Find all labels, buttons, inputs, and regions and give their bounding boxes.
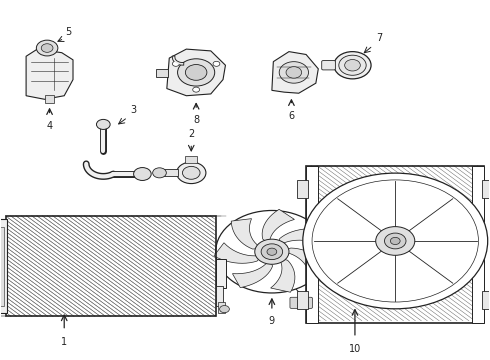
Circle shape <box>134 167 151 180</box>
Bar <box>472 166 485 323</box>
Bar <box>483 180 490 198</box>
Bar <box>216 259 226 288</box>
Polygon shape <box>26 49 73 99</box>
Bar <box>297 291 308 309</box>
Bar <box>156 69 168 77</box>
Circle shape <box>177 59 215 86</box>
FancyBboxPatch shape <box>290 297 313 309</box>
Circle shape <box>334 51 371 79</box>
Bar <box>5 216 216 316</box>
Text: 10: 10 <box>349 344 361 354</box>
Circle shape <box>279 62 309 83</box>
Polygon shape <box>279 229 321 246</box>
Circle shape <box>344 59 360 71</box>
Circle shape <box>41 44 53 52</box>
Circle shape <box>153 168 166 178</box>
Circle shape <box>267 248 277 255</box>
Circle shape <box>303 173 488 309</box>
Bar <box>297 180 308 198</box>
Text: 9: 9 <box>269 316 275 326</box>
Text: 4: 4 <box>47 121 52 131</box>
Bar <box>159 169 178 176</box>
Bar <box>0 226 4 306</box>
Bar <box>45 95 54 103</box>
Bar <box>306 166 485 323</box>
Polygon shape <box>262 209 294 244</box>
Circle shape <box>255 239 289 264</box>
Polygon shape <box>272 51 319 93</box>
Circle shape <box>213 61 220 66</box>
Polygon shape <box>270 258 295 292</box>
Text: 2: 2 <box>188 129 195 139</box>
Circle shape <box>36 40 58 56</box>
Circle shape <box>261 244 283 260</box>
Circle shape <box>385 233 406 249</box>
Circle shape <box>339 55 366 75</box>
Circle shape <box>172 61 179 66</box>
Circle shape <box>220 306 229 313</box>
Polygon shape <box>231 219 262 249</box>
Circle shape <box>185 64 207 80</box>
Polygon shape <box>232 260 272 288</box>
Bar <box>218 302 225 313</box>
Circle shape <box>97 120 110 130</box>
Polygon shape <box>167 49 225 96</box>
Bar <box>5 216 216 316</box>
Text: 1: 1 <box>61 337 67 347</box>
Bar <box>306 166 485 323</box>
Text: 3: 3 <box>130 105 136 115</box>
Circle shape <box>286 67 302 78</box>
Circle shape <box>216 211 328 293</box>
Bar <box>185 156 197 163</box>
Text: 5: 5 <box>66 27 72 37</box>
Circle shape <box>182 166 200 179</box>
Bar <box>216 286 223 306</box>
FancyBboxPatch shape <box>322 60 335 70</box>
Text: 8: 8 <box>193 116 199 125</box>
Text: 6: 6 <box>288 111 294 121</box>
Text: 7: 7 <box>376 33 382 43</box>
Polygon shape <box>214 243 262 263</box>
Circle shape <box>391 237 400 244</box>
Circle shape <box>176 162 206 184</box>
Circle shape <box>193 87 199 92</box>
Bar <box>306 166 318 323</box>
Bar <box>0 220 7 313</box>
Circle shape <box>376 226 415 255</box>
Bar <box>483 291 490 309</box>
Polygon shape <box>283 248 327 275</box>
